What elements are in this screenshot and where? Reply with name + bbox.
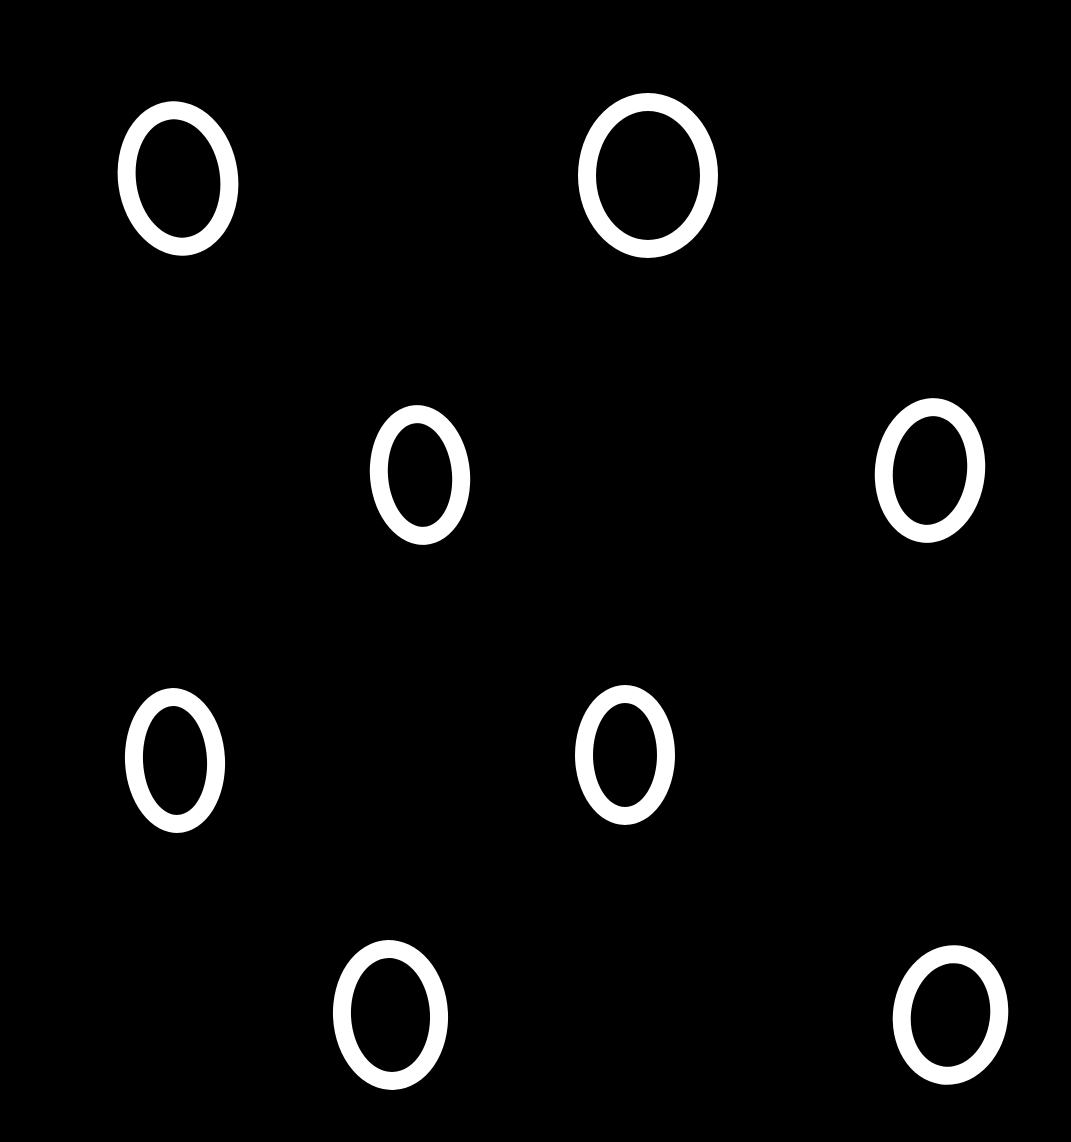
ring-r0-c0 xyxy=(108,93,248,263)
ring-r2-c1 xyxy=(575,685,675,825)
ring-r2-c0 xyxy=(121,685,228,835)
binary-pattern-canvas xyxy=(0,0,1071,1142)
ring-r3-c0 xyxy=(329,937,452,1093)
ring-r1-c0 xyxy=(364,401,476,549)
ring-r3-c1 xyxy=(883,938,1016,1093)
ring-r0-c1 xyxy=(578,93,718,258)
ring-r1-c1 xyxy=(868,392,993,548)
